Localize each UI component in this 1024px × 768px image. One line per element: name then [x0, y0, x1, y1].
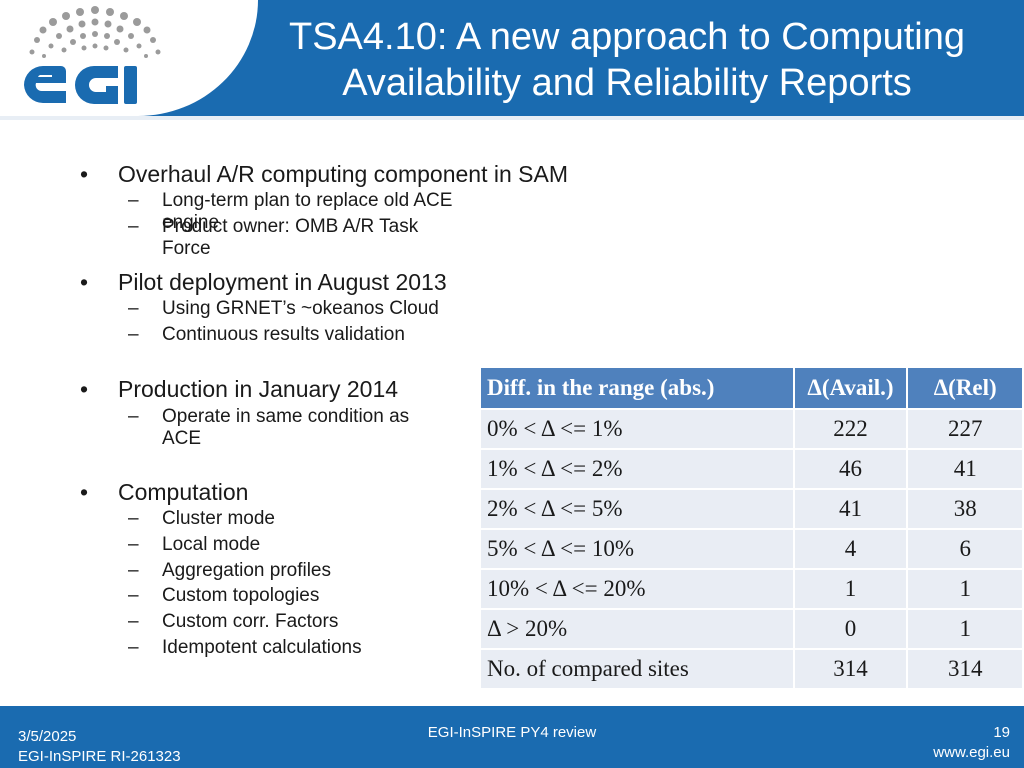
slide-footer: 3/5/2025 EGI-InSPIRE RI-261323 EGI-InSPI… [0, 706, 1024, 768]
sub-bullet-text: Local mode [162, 534, 261, 555]
dash-marker: – [128, 560, 139, 581]
table-cell: 227 [906, 408, 1024, 450]
table-cell: 41 [906, 448, 1024, 490]
table-cell: 2% < Δ <= 5% [479, 488, 795, 530]
egi-logo-dots-icon [29, 6, 161, 58]
table-row: No. of compared sites 314 314 [479, 648, 1024, 690]
slide-title: TSA4.10: A new approach to Computing Ava… [232, 14, 1022, 106]
sub-bullet-text: Custom corr. Factors [162, 611, 339, 632]
page-number: 19 [993, 724, 1010, 741]
table-cell: 314 [792, 648, 909, 690]
sub-bullet-text: Long-term plan to replace old ACE engine [162, 190, 453, 233]
table-cell: 0 [792, 608, 909, 650]
table-row: 5% < Δ <= 10% 4 6 [479, 528, 1024, 570]
table-row: 0% < Δ <= 1% 222 227 [479, 408, 1024, 450]
slide-header: TSA4.10: A new approach to Computing Ava… [0, 0, 1024, 116]
dash-marker: – [128, 216, 139, 237]
table-cell: 1 [792, 568, 909, 610]
egi-logo-wordmark-icon [24, 66, 137, 104]
slide-title-line1: TSA4.10: A new approach to Computing [289, 16, 965, 58]
dash-marker: – [128, 585, 139, 606]
bullet-marker: • [80, 376, 89, 402]
bullet-text: Computation [118, 479, 249, 505]
sub-bullet-text: Using GRNET’s ~okeanos Cloud [162, 298, 439, 319]
table-header-row: Diff. in the range (abs.) Δ(Avail.) Δ(Re… [479, 366, 1024, 410]
header-divider [0, 116, 1024, 120]
slide-title-line2: Availability and Reliability Reports [342, 62, 912, 104]
table-header-cell: Diff. in the range (abs.) [479, 366, 795, 410]
table-cell: 38 [906, 488, 1024, 530]
table-cell: Δ > 20% [479, 608, 795, 650]
sub-bullet-text: Idempotent calculations [162, 637, 362, 658]
table-row: 10% < Δ <= 20% 1 1 [479, 568, 1024, 610]
dash-marker: – [128, 637, 139, 658]
sub-bullet-text: Operate in same condition as ACE [162, 406, 410, 449]
sub-bullet-text: Cluster mode [162, 508, 275, 529]
table-cell: No. of compared sites [479, 648, 795, 690]
footer-url: www.egi.eu [933, 744, 1010, 761]
table-cell: 0% < Δ <= 1% [479, 408, 795, 450]
dash-marker: – [128, 508, 139, 529]
table-row: 2% < Δ <= 5% 41 38 [479, 488, 1024, 530]
table-cell: 1 [906, 568, 1024, 610]
sub-bullet-text: Continuous results validation [162, 324, 405, 345]
dash-marker: – [128, 534, 139, 555]
table-row: 1% < Δ <= 2% 46 41 [479, 448, 1024, 490]
table-cell: 1% < Δ <= 2% [479, 448, 795, 490]
dash-marker: – [128, 611, 139, 632]
footer-project-id: EGI-InSPIRE RI-261323 [18, 748, 181, 765]
table-header-cell: Δ(Rel) [906, 366, 1024, 410]
bullet-marker: • [80, 161, 89, 187]
footer-center-text: EGI-InSPIRE PY4 review [427, 724, 597, 741]
table-header-cell: Δ(Avail.) [792, 366, 909, 410]
dash-marker: – [128, 406, 139, 427]
dash-marker: – [128, 298, 139, 319]
sub-bullet-text: Custom topologies [162, 585, 320, 606]
dash-marker: – [128, 190, 139, 211]
bullet-text: Pilot deployment in August 2013 [118, 269, 447, 295]
bullet-marker: • [80, 269, 89, 295]
table-cell: 5% < Δ <= 10% [479, 528, 795, 570]
bullet-text: Overhaul A/R computing component in SAM [118, 161, 569, 187]
table-cell: 41 [792, 488, 909, 530]
table-cell: 46 [792, 448, 909, 490]
bullet-text: Production in January 2014 [118, 376, 399, 402]
bullet-marker: • [80, 479, 89, 505]
table-cell: 4 [792, 528, 909, 570]
table-cell: 314 [906, 648, 1024, 690]
logo-panel [0, 0, 258, 116]
table-row: Δ > 20% 0 1 [479, 608, 1024, 650]
table-cell: 10% < Δ <= 20% [479, 568, 795, 610]
table-cell: 6 [906, 528, 1024, 570]
table-cell: 1 [906, 608, 1024, 650]
dash-marker: – [128, 324, 139, 345]
footer-date: 3/5/2025 [18, 728, 77, 745]
sub-bullet-text: Aggregation profiles [162, 560, 331, 581]
diff-table: Diff. in the range (abs.) Δ(Avail.) Δ(Re… [479, 366, 1024, 690]
sub-bullet-text: Product owner: OMB A/R Task Force [162, 216, 419, 259]
table-cell: 222 [792, 408, 909, 450]
